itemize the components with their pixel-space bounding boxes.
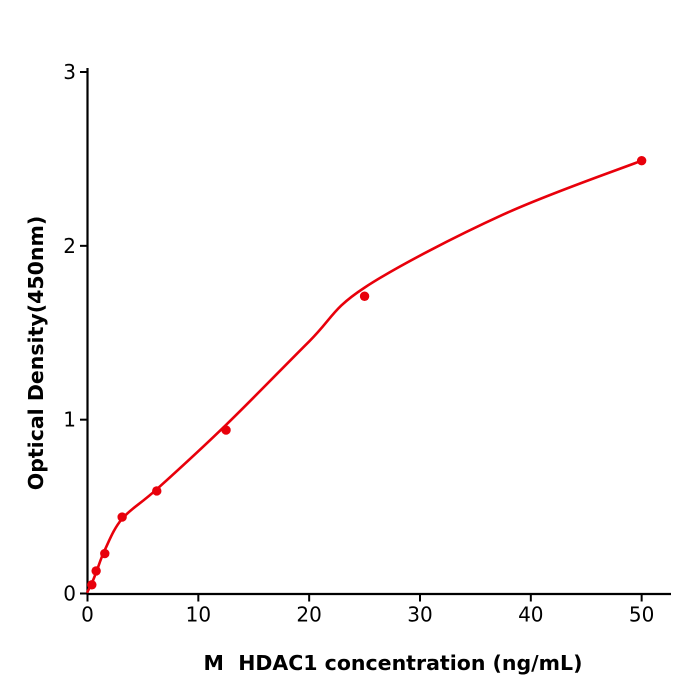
x-tick-label: 50 [629,603,654,627]
y-tick-label: 0 [63,582,76,606]
y-tick-label: 3 [63,60,76,84]
data-point [359,291,370,301]
data-point [91,566,101,576]
data-point [100,548,110,559]
y-axis-title: Optical Density(450nm) [23,215,48,491]
x-tick-label: 10 [186,603,211,627]
data-point [636,155,647,166]
data-point [87,580,97,590]
data-point [152,486,162,496]
x-tick-label: 30 [407,603,432,627]
x-tick-label: 0 [81,603,94,627]
fit-curve [86,159,643,594]
y-tick-label: 2 [63,234,76,258]
x-axis-title: M HDAC1 concentration (ng/mL) [203,651,583,675]
y-tick-label: 1 [63,408,76,432]
data-point [221,425,231,435]
x-tick-label: 40 [518,603,543,627]
x-tick-label: 20 [296,603,321,627]
data-point [117,512,127,522]
